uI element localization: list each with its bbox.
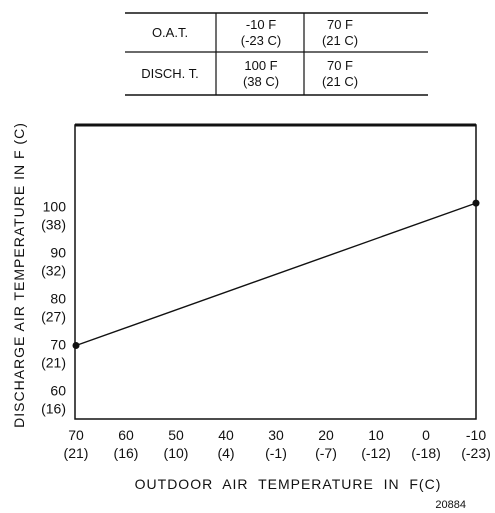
y-tick-label: (27) <box>41 309 66 325</box>
y-tick-label: 90 <box>50 245 66 261</box>
y-tick-labels: 100 (38) 90 (32) 80 (27) 70 (21) 60 (16) <box>41 199 66 417</box>
x-tick-label: 0 <box>422 427 430 443</box>
data-point <box>472 199 480 207</box>
series-layer <box>72 199 480 349</box>
x-tick-label: (-23) <box>461 445 491 461</box>
y-tick-label: 80 <box>50 291 66 307</box>
x-tick-label: (4) <box>217 445 234 461</box>
table-row-oat-label: O.A.T. <box>152 25 188 40</box>
x-tick-label: (-1) <box>265 445 287 461</box>
x-tick-label: 30 <box>268 427 284 443</box>
schedule-table: O.A.T. -10 F (-23 C) 70 F (21 C) DISCH. … <box>125 12 428 96</box>
data-point <box>72 342 80 349</box>
x-tick-label: 50 <box>168 427 184 443</box>
table-cell-oat-1-line2: (-23 C) <box>241 33 281 48</box>
table-cell-disch-1-line1: 100 F <box>244 58 277 73</box>
y-tick-label: (32) <box>41 263 66 279</box>
y-tick-label: (38) <box>41 217 66 233</box>
x-tick-label: (-12) <box>361 445 391 461</box>
x-tick-label: 20 <box>318 427 334 443</box>
y-tick-label: 60 <box>50 382 66 398</box>
table-cell-disch-2-line1: 70 F <box>327 58 353 73</box>
table-cell-disch-2-line2: (21 C) <box>322 74 358 89</box>
x-tick-label: (-7) <box>315 445 337 461</box>
x-tick-label: (-18) <box>411 445 441 461</box>
series-line <box>75 202 477 347</box>
y-tick-label: 70 <box>50 337 66 353</box>
x-tick-label: (16) <box>114 445 139 461</box>
x-tick-label: (21) <box>64 445 89 461</box>
x-axis-title: OUTDOOR AIR TEMPERATURE IN F(C) <box>135 476 442 492</box>
y-tick-label: (21) <box>41 355 66 371</box>
figure-id: 20884 <box>435 499 466 511</box>
x-tick-label: 70 <box>68 427 84 443</box>
table-cell-oat-1-line1: -10 F <box>246 17 276 32</box>
table-row-disch-label: DISCH. T. <box>141 66 199 81</box>
plot-frame <box>74 124 477 420</box>
x-tick-label: 40 <box>218 427 234 443</box>
y-tick-label: (16) <box>41 400 66 416</box>
y-axis-title: DISCHARGE AIR TEMPERATURE IN F (C) <box>11 122 27 428</box>
x-tick-label: -10 <box>466 427 486 443</box>
x-tick-labels: 70 (21) 60 (16) 50 (10) 40 (4) 30 (-1) 20 (-7) 10 (-1… <box>64 427 491 461</box>
table-cell-disch-1-line2: (38 C) <box>243 74 279 89</box>
x-tick-label: 60 <box>118 427 134 443</box>
y-tick-label: 100 <box>43 199 67 215</box>
table-cell-oat-2-line2: (21 C) <box>322 33 358 48</box>
x-tick-label: (10) <box>164 445 189 461</box>
x-tick-label: 10 <box>368 427 384 443</box>
table-cell-oat-2-line1: 70 F <box>327 17 353 32</box>
